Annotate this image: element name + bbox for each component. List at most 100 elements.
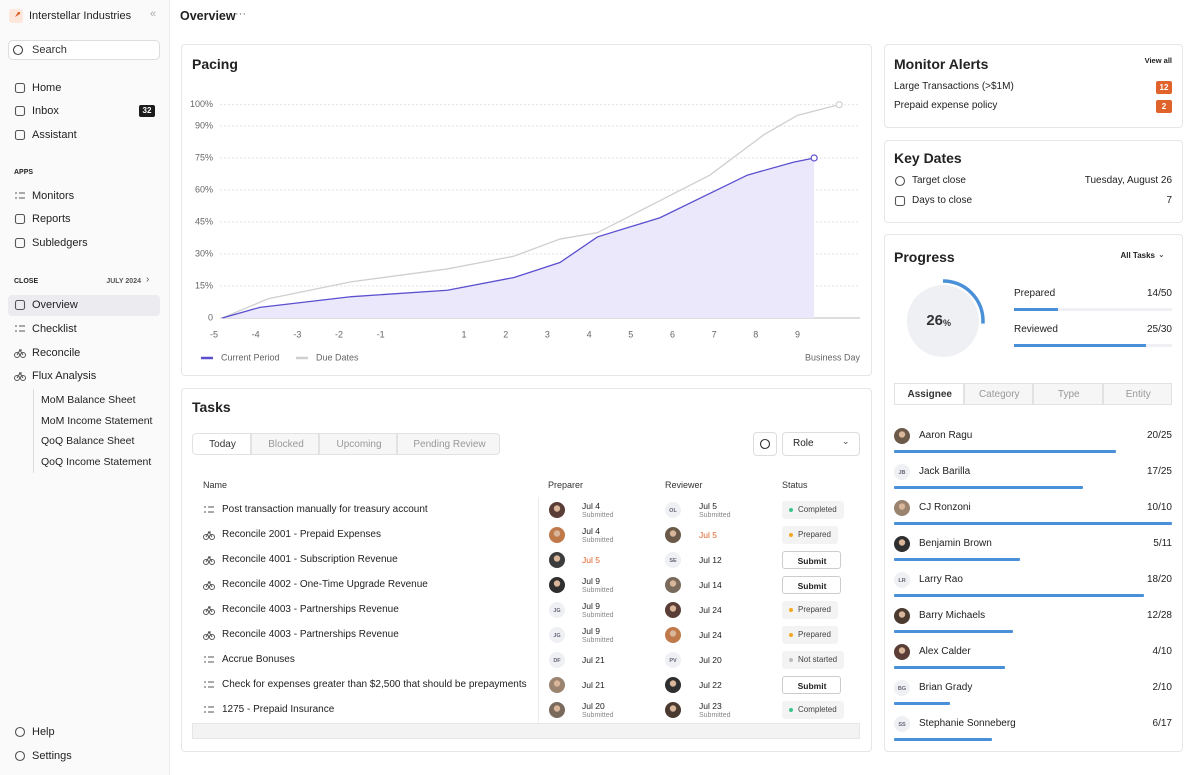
avatar: JG — [549, 602, 565, 618]
task-name: Check for expenses greater than $2,500 t… — [222, 679, 527, 690]
role-select[interactable] — [782, 432, 860, 456]
segment-tab[interactable]: Assignee — [894, 383, 964, 405]
avatar-initials: JB — [898, 470, 905, 476]
status-label: Completed — [798, 505, 837, 514]
segment-tab[interactable]: Entity — [1102, 383, 1172, 405]
icon — [14, 299, 26, 311]
nav-item[interactable]: Subledgers — [32, 237, 88, 249]
close-period[interactable]: JULY 2024 — [106, 278, 141, 285]
nav-item[interactable]: Reconcile — [32, 347, 81, 359]
key-date-label: Target close — [912, 175, 966, 186]
y-tick-label: 45% — [195, 216, 213, 226]
submit-button[interactable]: Submit — [782, 576, 841, 594]
nav-item[interactable]: Flux Analysis — [32, 370, 97, 382]
segment-tab[interactable]: Category — [963, 383, 1033, 405]
nav-item[interactable]: Overview — [32, 299, 78, 311]
search-placeholder[interactable]: Search — [32, 44, 67, 56]
status-pill: Completed — [782, 501, 844, 519]
task-date-note: Submitted — [582, 587, 614, 594]
task-name: Reconcile 2001 - Prepaid Expenses — [222, 529, 381, 540]
nav-item[interactable]: Checklist — [32, 323, 77, 335]
flux-report[interactable]: MoM Income Statement — [41, 415, 153, 427]
icon-shape — [14, 213, 26, 225]
task-date-note: Submitted — [699, 712, 731, 719]
tab[interactable]: Today — [192, 433, 251, 455]
donut — [901, 279, 985, 363]
segment-label: Assignee — [907, 389, 952, 400]
avatar — [549, 552, 565, 568]
icon — [894, 175, 906, 187]
icon-shape — [204, 681, 214, 688]
flux-report[interactable]: QoQ Balance Sheet — [41, 435, 135, 447]
icon — [14, 213, 26, 225]
nav-item[interactable]: Home — [32, 82, 62, 94]
icon-shape — [205, 631, 213, 638]
icon — [894, 195, 906, 207]
icon — [203, 581, 215, 590]
icon-shape — [203, 609, 209, 615]
y-tick-label: 90% — [195, 120, 213, 130]
submit-button[interactable]: Submit — [782, 676, 841, 694]
search-box[interactable] — [8, 40, 160, 60]
avatar — [665, 602, 681, 618]
metric-value: 14/50 — [1146, 288, 1172, 299]
period-chevron: › — [146, 274, 150, 285]
task-date: Jul 4 — [582, 526, 600, 536]
metric-bar — [1014, 308, 1059, 311]
avatar-circle — [665, 652, 681, 668]
icon-shape — [894, 175, 906, 187]
task-date: Jul 23 — [699, 701, 722, 711]
segment-tab[interactable]: Type — [1033, 383, 1103, 405]
y-tick-label: 15% — [195, 280, 213, 290]
plot: 0 15% 30% 45% 60% 75% 90% 100% -5 -4 -3 -2 -1 1 2 3 4 5 6 7… — [190, 99, 861, 362]
filter-chevron: ⌄ — [1158, 250, 1165, 259]
avatar-initials: DF — [553, 658, 561, 664]
assignee-value: 4/10 — [1152, 646, 1172, 657]
progress-filter[interactable]: All Tasks — [1120, 251, 1155, 260]
tab[interactable]: Blocked — [251, 433, 319, 455]
icon — [204, 506, 214, 513]
nav-item[interactable]: Help — [32, 726, 55, 738]
submit-button[interactable]: Submit — [782, 551, 841, 569]
avatar — [894, 608, 910, 624]
icon-shape — [205, 531, 213, 538]
nav-item[interactable]: Settings — [32, 750, 72, 762]
task-date: Jul 22 — [699, 680, 722, 690]
table-footer — [192, 723, 860, 739]
section-heading: APPS — [14, 169, 34, 176]
icon-shape — [203, 584, 209, 590]
icon — [204, 706, 214, 713]
column-header: Status — [782, 480, 808, 490]
status-dot — [789, 508, 793, 512]
task-date: Jul 9 — [582, 601, 600, 611]
icon-shape — [205, 606, 213, 613]
nav-item[interactable]: Assistant — [32, 129, 77, 141]
nav-item[interactable]: Reports — [32, 213, 71, 225]
task-name: 1275 - Prepaid Insurance — [222, 704, 335, 715]
icon-shape — [203, 559, 209, 565]
tab[interactable]: Upcoming — [319, 433, 397, 455]
task-name: Reconcile 4003 - Partnerships Revenue — [222, 604, 399, 615]
nav-item[interactable]: Inbox — [32, 105, 59, 117]
tab[interactable]: Pending Review — [397, 433, 500, 455]
nav-active — [8, 295, 160, 316]
header-more[interactable]: ··· — [235, 8, 246, 20]
task-date-note: Submitted — [582, 612, 614, 619]
flux-report[interactable]: MoM Balance Sheet — [41, 394, 136, 406]
sidebar-collapse[interactable]: « — [150, 8, 157, 20]
avatar-face — [553, 680, 561, 687]
column-header: Preparer — [548, 480, 584, 490]
avatar-circle — [894, 572, 910, 588]
icon — [12, 44, 24, 56]
sidebar — [0, 0, 170, 775]
search-button[interactable] — [753, 432, 777, 456]
alerts-link[interactable]: View all — [1144, 56, 1172, 65]
assignee-name: Jack Barilla — [919, 466, 971, 477]
flux-report[interactable]: QoQ Income Statement — [41, 456, 152, 468]
end-marker — [835, 101, 843, 109]
task-date-note: Submitted — [582, 712, 614, 719]
avatar-face — [669, 630, 677, 637]
avatar — [665, 627, 681, 643]
nav-item[interactable]: Monitors — [32, 190, 75, 202]
